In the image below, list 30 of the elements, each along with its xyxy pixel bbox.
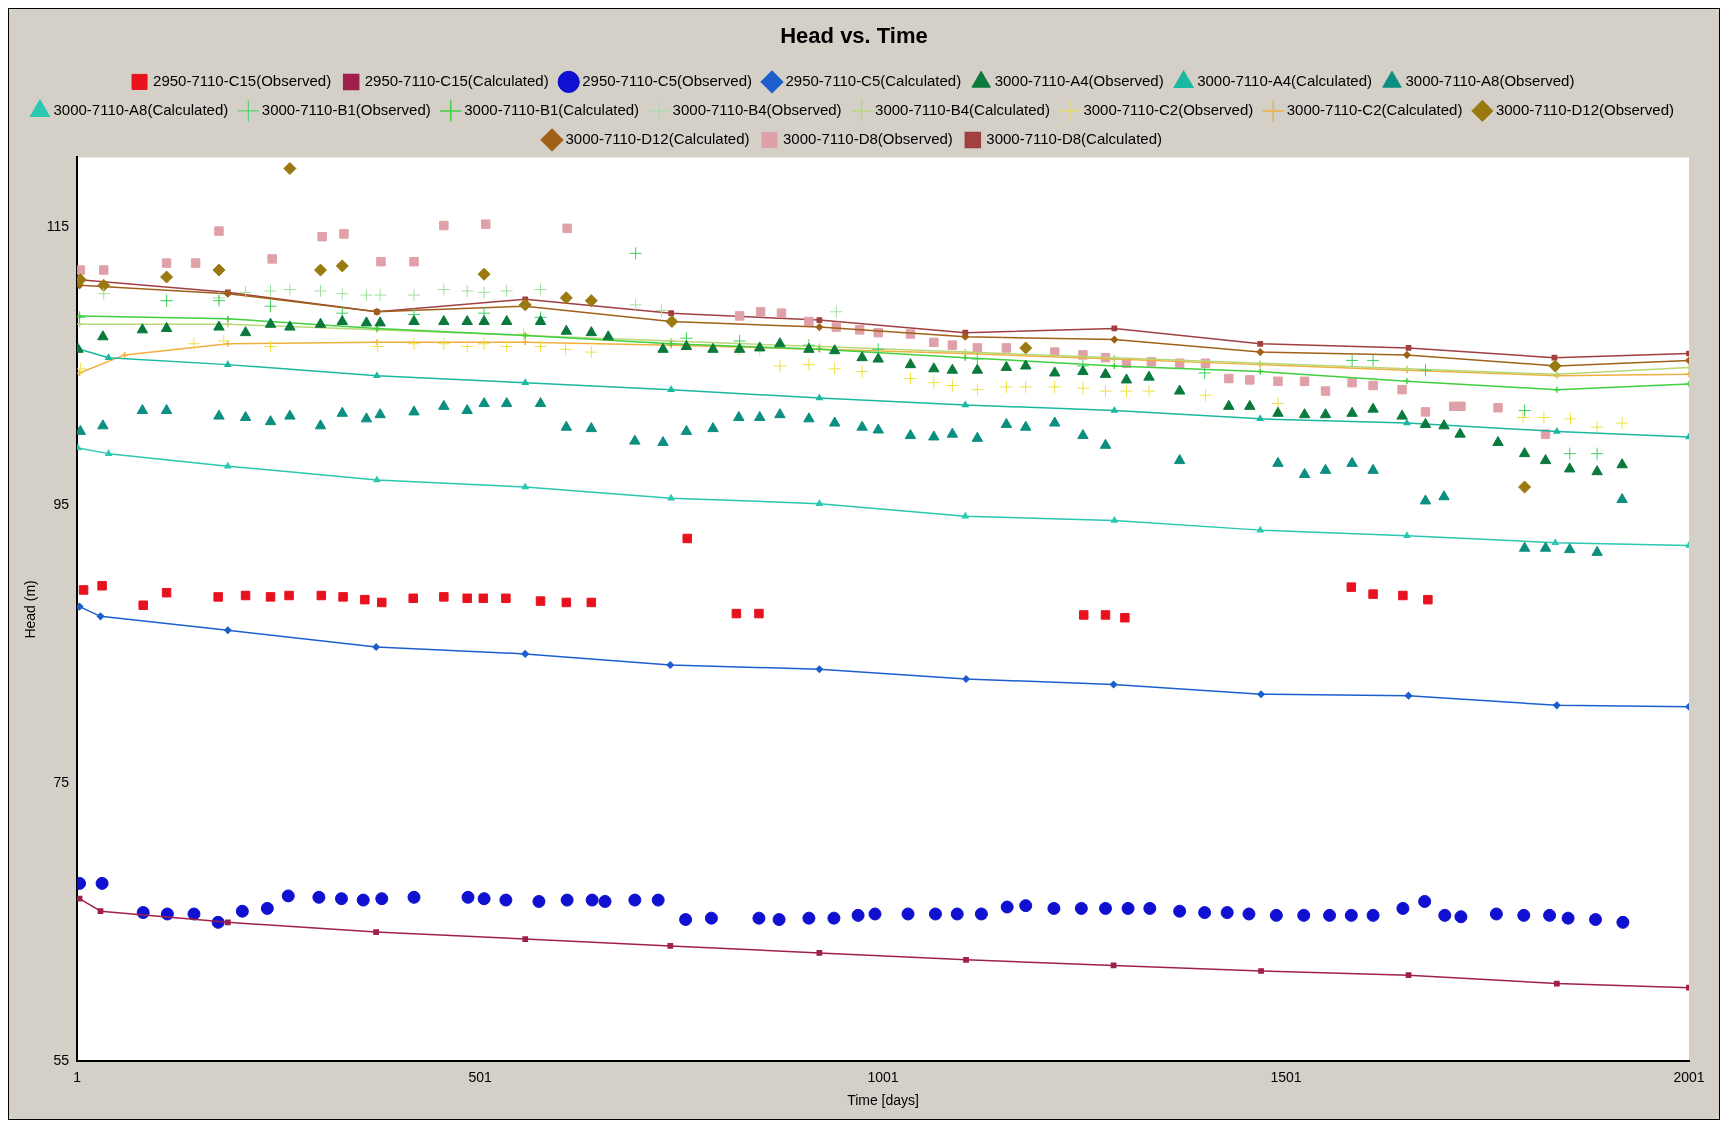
- legend-label: 2950-7110-C15(Observed): [153, 72, 332, 90]
- y-axis-title: Head (m): [22, 580, 39, 639]
- y-tick-label: 75: [53, 774, 70, 791]
- x-tick-label: 501: [468, 1068, 492, 1085]
- legend-label: 3000-7110-A4(Observed): [994, 72, 1164, 90]
- x-axis-title: Time [days]: [847, 1092, 919, 1109]
- y-tick-label: 55: [53, 1052, 70, 1069]
- legend-label: 3000-7110-A8(Observed): [1405, 72, 1575, 90]
- legend-label: 3000-7110-B4(Observed): [672, 101, 842, 119]
- legend-label: 3000-7110-D12(Observed): [1495, 101, 1675, 119]
- legend-label: 2950-7110-C5(Observed): [582, 72, 753, 90]
- legend-label: 3000-7110-A8(Calculated): [53, 101, 229, 119]
- x-tick-label: 2001: [1673, 1068, 1705, 1085]
- legend-label: 3000-7110-C2(Calculated): [1286, 101, 1463, 119]
- legend-label: 3000-7110-C2(Observed): [1083, 101, 1254, 119]
- legend-label: 3000-7110-A4(Calculated): [1197, 72, 1372, 90]
- legend-label: 3000-7110-D12(Calculated): [565, 130, 750, 148]
- y-tick-label: 95: [53, 495, 70, 512]
- chart-title: Head vs. Time: [780, 23, 928, 49]
- legend-label: 2950-7110-C15(Calculated): [364, 72, 549, 90]
- x-tick-label: 1501: [1270, 1068, 1302, 1085]
- x-tick-label: 1001: [867, 1068, 899, 1085]
- legend-label: 3000-7110-B1(Calculated): [464, 101, 640, 119]
- legend-label: 3000-7110-B1(Observed): [261, 101, 431, 119]
- y-tick-label: 115: [46, 217, 70, 234]
- legend-label: 3000-7110-D8(Observed): [783, 130, 953, 148]
- legend-label: 3000-7110-B4(Calculated): [875, 101, 1050, 119]
- legend-label: 3000-7110-D8(Calculated): [986, 130, 1162, 148]
- x-tick-label: 1: [73, 1068, 82, 1085]
- legend-label: 2950-7110-C5(Calculated): [785, 72, 962, 90]
